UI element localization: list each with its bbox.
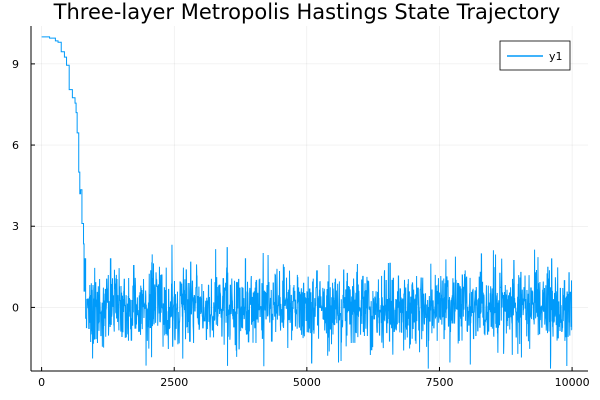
y-tick-label: 6 [12,139,19,152]
y-tick-label: 3 [12,220,19,233]
tick-labels: 0 2500 5000 7500 10000 0 3 6 9 [12,58,590,389]
y-tick-label: 0 [12,301,19,314]
legend: y1 [499,40,571,71]
series-line-y1 [41,36,573,369]
series-layer [41,36,573,369]
x-tick-label: 7500 [425,376,453,389]
y-tick-label: 9 [12,58,19,71]
legend-label-y1: y1 [549,50,563,63]
x-tick-label: 2500 [160,376,188,389]
x-tick-label: 5000 [293,376,321,389]
x-tick-label: 0 [38,376,45,389]
axes [30,26,588,372]
x-tick-label: 10000 [555,376,590,389]
chart-title: Three-layer Metropolis Hastings State Tr… [53,0,561,24]
